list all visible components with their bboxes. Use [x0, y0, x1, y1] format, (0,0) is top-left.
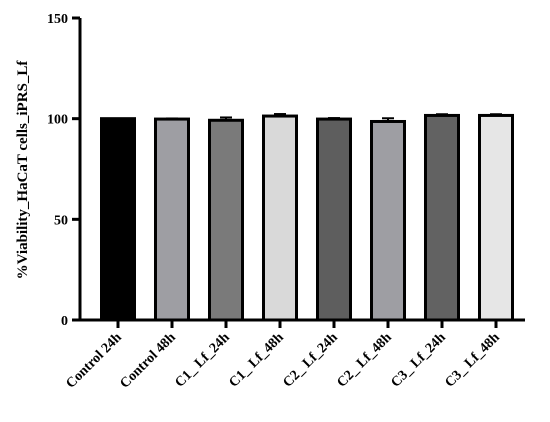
y-tick-label: 50 [54, 213, 68, 228]
bar-group [316, 117, 352, 322]
bar [100, 117, 136, 322]
x-tick-label: C3_ Lf_48h [442, 330, 503, 391]
y-tick-label: 0 [61, 314, 68, 329]
bar-group [154, 117, 190, 322]
bar [424, 113, 460, 322]
x-tick-label: C2_ Lf_24h [280, 330, 341, 391]
x-tick-label: C2_ Lf_48h [334, 330, 395, 391]
bar-group [370, 117, 406, 322]
x-tick-label: C1_ Lf_48h [226, 330, 287, 391]
bar [316, 117, 352, 322]
bar [154, 117, 190, 322]
y-axis: 0 50 100 150 [47, 12, 82, 329]
bar [478, 113, 514, 322]
x-tick-label: Control 48h [118, 330, 179, 391]
x-tick-label: C3_ Lf_24h [388, 330, 449, 391]
bar [262, 114, 298, 322]
y-tick-label: 100 [47, 113, 68, 128]
bar [370, 119, 406, 322]
bar [208, 118, 244, 322]
bar-group [208, 116, 244, 322]
bars [100, 113, 514, 322]
bar-group [262, 113, 298, 322]
x-tick-label: C1_ Lf_24h [172, 330, 233, 391]
y-axis-label: %Viability_HaCaT cells_iPRS_Lf [15, 60, 31, 280]
bar-group [424, 113, 460, 322]
bar-group [100, 117, 136, 322]
x-tick-label: Control 24h [64, 330, 125, 391]
y-tick-label: 150 [47, 12, 68, 27]
bar-group [478, 113, 514, 322]
